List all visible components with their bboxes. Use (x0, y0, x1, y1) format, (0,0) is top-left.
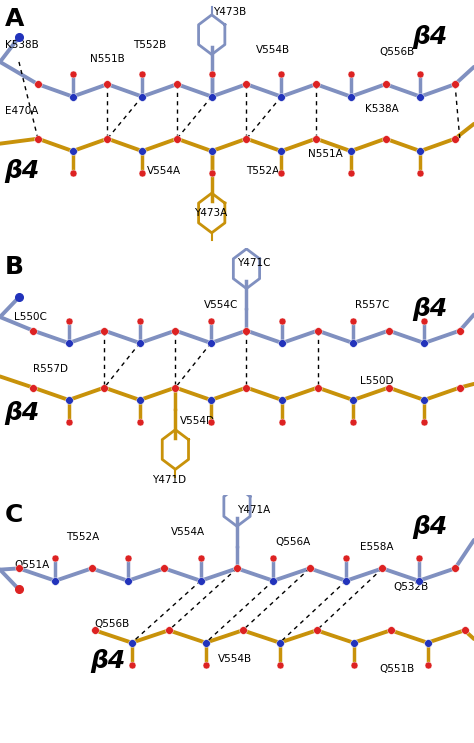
Text: Y471A: Y471A (237, 505, 270, 515)
Text: Q532B: Q532B (393, 582, 428, 592)
Text: E470A: E470A (5, 106, 38, 117)
Text: V554A: V554A (147, 166, 181, 176)
Text: Y473B: Y473B (213, 7, 246, 17)
Text: V554C: V554C (204, 299, 238, 310)
Text: Y471D: Y471D (152, 476, 186, 485)
Text: V554A: V554A (171, 528, 205, 537)
Text: Q556B: Q556B (95, 619, 130, 629)
Text: Q551B: Q551B (379, 663, 414, 674)
Text: V554B: V554B (256, 45, 290, 54)
Text: Q556B: Q556B (379, 47, 414, 57)
Text: T552A: T552A (66, 533, 100, 542)
Text: β4: β4 (5, 401, 40, 425)
Text: B: B (5, 255, 24, 279)
Text: Q556A: Q556A (275, 537, 310, 548)
Text: β4: β4 (5, 158, 40, 183)
Text: E558A: E558A (360, 542, 394, 552)
Text: C: C (5, 503, 23, 527)
Text: K538A: K538A (365, 104, 399, 114)
Text: Y473A: Y473A (194, 208, 228, 218)
Text: L550D: L550D (360, 377, 394, 386)
Text: N551B: N551B (90, 54, 125, 65)
Text: R557C: R557C (356, 299, 390, 310)
Text: A: A (5, 7, 24, 31)
Text: N551A: N551A (308, 149, 343, 158)
Text: β4: β4 (90, 649, 125, 673)
Text: β4: β4 (412, 515, 447, 539)
Text: L550C: L550C (14, 312, 47, 322)
Text: Q551A: Q551A (14, 559, 49, 570)
Text: T552A: T552A (246, 166, 280, 176)
Text: K538B: K538B (5, 39, 38, 50)
Text: β4: β4 (412, 297, 447, 321)
Text: T552B: T552B (133, 39, 166, 50)
Text: R557D: R557D (33, 364, 68, 374)
Text: V554D: V554D (180, 416, 215, 426)
Text: β4: β4 (412, 25, 447, 49)
Text: V554B: V554B (218, 654, 252, 663)
Text: Y471C: Y471C (237, 258, 271, 267)
